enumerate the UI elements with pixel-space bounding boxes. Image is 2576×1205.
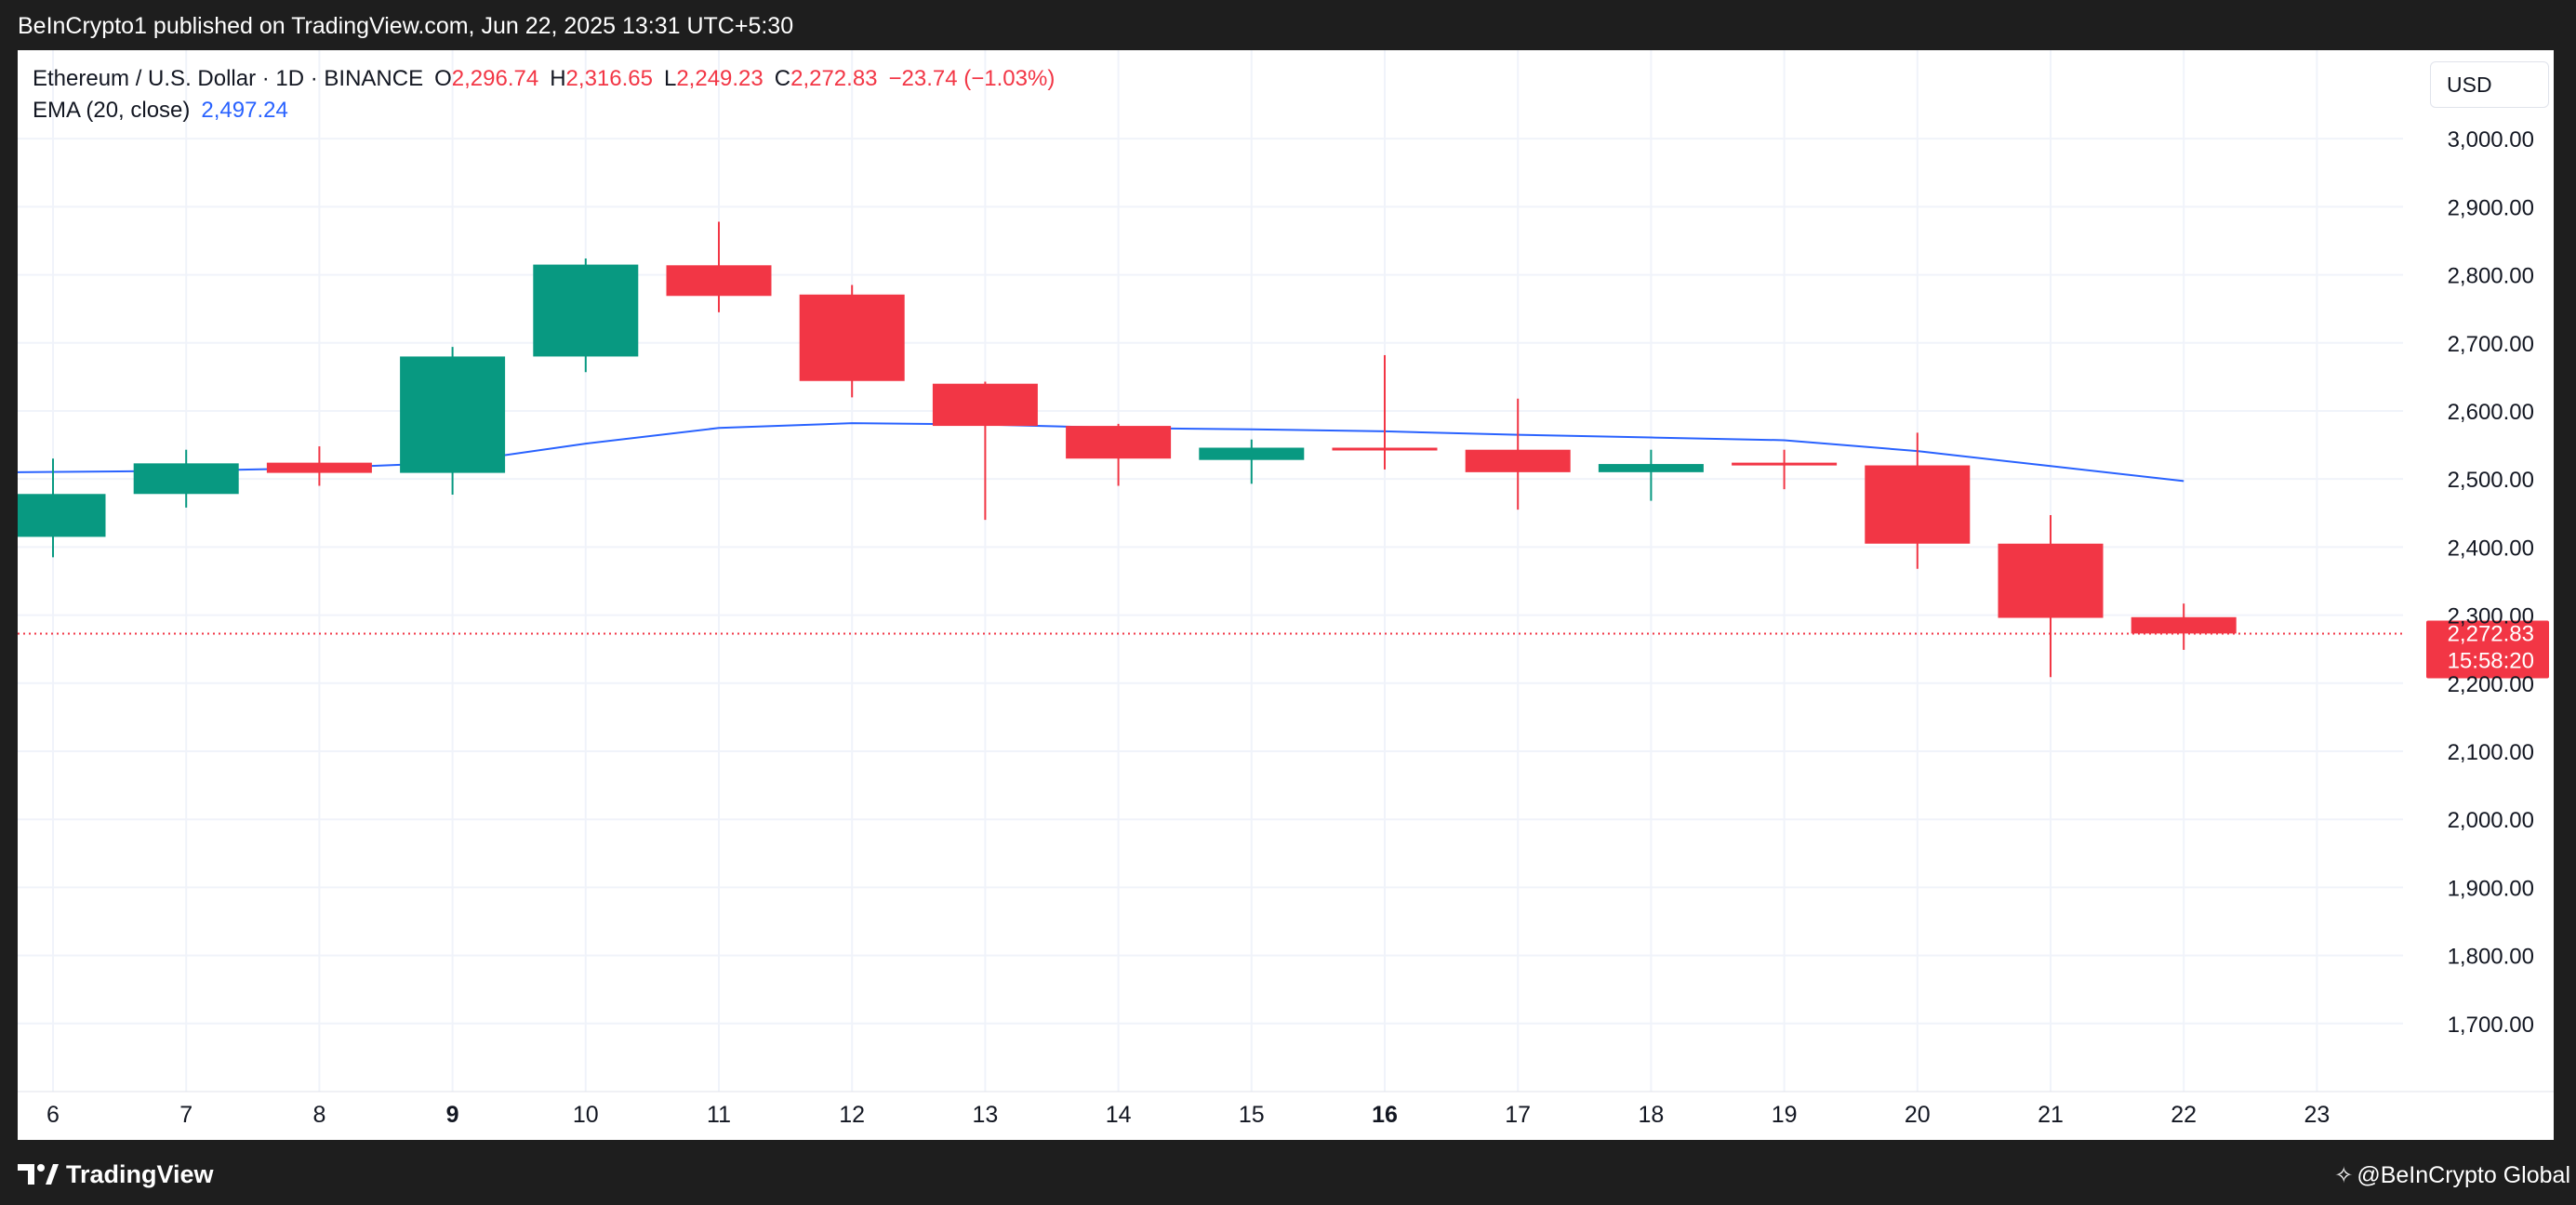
candle-body [1598,464,1704,472]
y-tick-label: 2,700.00 [2448,332,2534,357]
y-tick-label: 2,200.00 [2448,672,2534,697]
candle-8 [266,446,372,486]
candle-body [2131,616,2237,634]
top-bar: BeInCrypto1 published on TradingView.com… [0,0,2576,50]
candle-17 [1465,398,1571,510]
last-price-tag [2426,620,2549,679]
y-tick-label: 2,900.00 [2448,195,2534,220]
x-tick-label: 6 [46,1102,60,1128]
candle-12 [799,285,905,398]
candle-14 [1066,423,1172,486]
x-tick-label: 9 [446,1102,459,1128]
candle-19 [1732,449,1838,490]
candle-9 [400,347,506,496]
y-tick-label: 2,800.00 [2448,264,2534,289]
candle-13 [932,381,1038,521]
x-tick-label: 15 [1239,1102,1265,1128]
x-tick-label: 21 [2038,1102,2064,1128]
x-tick-label: 13 [972,1102,998,1128]
ema-value: 2,497.24 [201,98,288,123]
beincrypto-logo-icon: ✧ [2334,1163,2354,1188]
candle-body [533,264,639,357]
change-value: −23.74 (−1.03%) [888,66,1056,91]
open-label: O [434,66,452,91]
high-label: H [550,66,566,91]
ohlc-row: Ethereum / U.S. Dollar · 1D · BINANCE O2,… [33,63,1055,95]
x-tick-label: 22 [2171,1102,2197,1128]
candle-21 [1998,514,2104,678]
x-tick-label: 7 [179,1102,193,1128]
x-tick-label: 19 [1772,1102,1798,1128]
candle-body [1066,426,1172,459]
y-tick-label: 3,000.00 [2448,127,2534,152]
open-value: 2,296.74 [451,66,539,91]
tradingview-brand: TradingView [66,1159,214,1188]
x-tick-label: 16 [1372,1102,1398,1128]
y-tick-label: 2,300.00 [2448,604,2534,629]
beincrypto-watermark: ✧ @BeInCrypto Global [2334,1162,2570,1189]
candle-20 [1865,432,1971,569]
countdown-label: 15:58:20 [2448,648,2534,673]
bottom-bar: TradingView ✧ @BeInCrypto Global [0,1140,2576,1205]
x-tick-label: 12 [839,1102,865,1128]
low-label: L [663,66,677,91]
candle-22 [2131,603,2237,650]
watermark-text: @BeInCrypto Global [2357,1162,2570,1188]
tradingview-logo[interactable]: TradingView [18,1160,214,1188]
candle-body [1199,447,1305,460]
candle-6 [18,458,106,558]
candle-16 [1332,354,1438,470]
candle-body [400,356,506,473]
close-value: 2,272.83 [790,66,878,91]
y-tick-label: 1,700.00 [2448,1013,2534,1038]
candle-body [1732,462,1838,466]
x-tick-label: 10 [573,1102,599,1128]
chart-panel[interactable]: 2,272.83 15:58:20 1,700.00 1,800.00 1,900.0… [18,50,2554,1140]
ema-row: EMA (20, close) 2,497.24 [33,95,1055,126]
chart-legend: Ethereum / U.S. Dollar · 1D · BINANCE O2,… [33,63,1055,126]
candle-7 [133,449,239,508]
x-tick-label: 11 [707,1102,731,1128]
candle-body [1998,543,2104,618]
candle-body [1465,449,1571,472]
candle-body [799,294,905,381]
y-tick-label: 2,600.00 [2448,400,2534,425]
x-tick-label: 20 [1905,1102,1931,1128]
x-tick-label: 14 [1106,1102,1132,1128]
candle-body [932,383,1038,427]
x-tick-label: 23 [2304,1102,2330,1128]
candle-15 [1199,439,1305,484]
candle-18 [1598,449,1704,501]
x-tick-label: 17 [1505,1102,1531,1128]
published-info: BeInCrypto1 published on TradingView.com… [18,13,794,39]
y-tick-label: 1,900.00 [2448,876,2534,901]
candle-body [666,265,772,297]
x-tick-label: 8 [312,1102,325,1128]
last-price-label: 2,272.83 [2448,621,2534,646]
y-tick-label: 2,500.00 [2448,468,2534,493]
high-value: 2,316.65 [565,66,653,91]
candle-body [133,463,239,495]
candle-10 [533,258,639,373]
symbol-name[interactable]: Ethereum / U.S. Dollar · 1D · BINANCE [33,66,424,91]
candle-body [1865,465,1971,544]
y-tick-label: 1,800.00 [2448,945,2534,970]
candle-11 [666,221,772,312]
low-value: 2,249.23 [676,66,764,91]
tradingview-logo-icon [18,1164,59,1185]
candle-body [18,494,106,537]
candle-body [266,462,372,473]
x-tick-label: 18 [1638,1102,1664,1128]
currency-button[interactable]: USD [2430,61,2549,108]
close-label: C [774,66,791,91]
ema-label[interactable]: EMA (20, close) [33,98,191,123]
y-tick-label: 2,000.00 [2448,808,2534,833]
candle-body [1332,447,1438,451]
y-tick-label: 2,100.00 [2448,740,2534,765]
y-tick-label: 2,400.00 [2448,536,2534,561]
